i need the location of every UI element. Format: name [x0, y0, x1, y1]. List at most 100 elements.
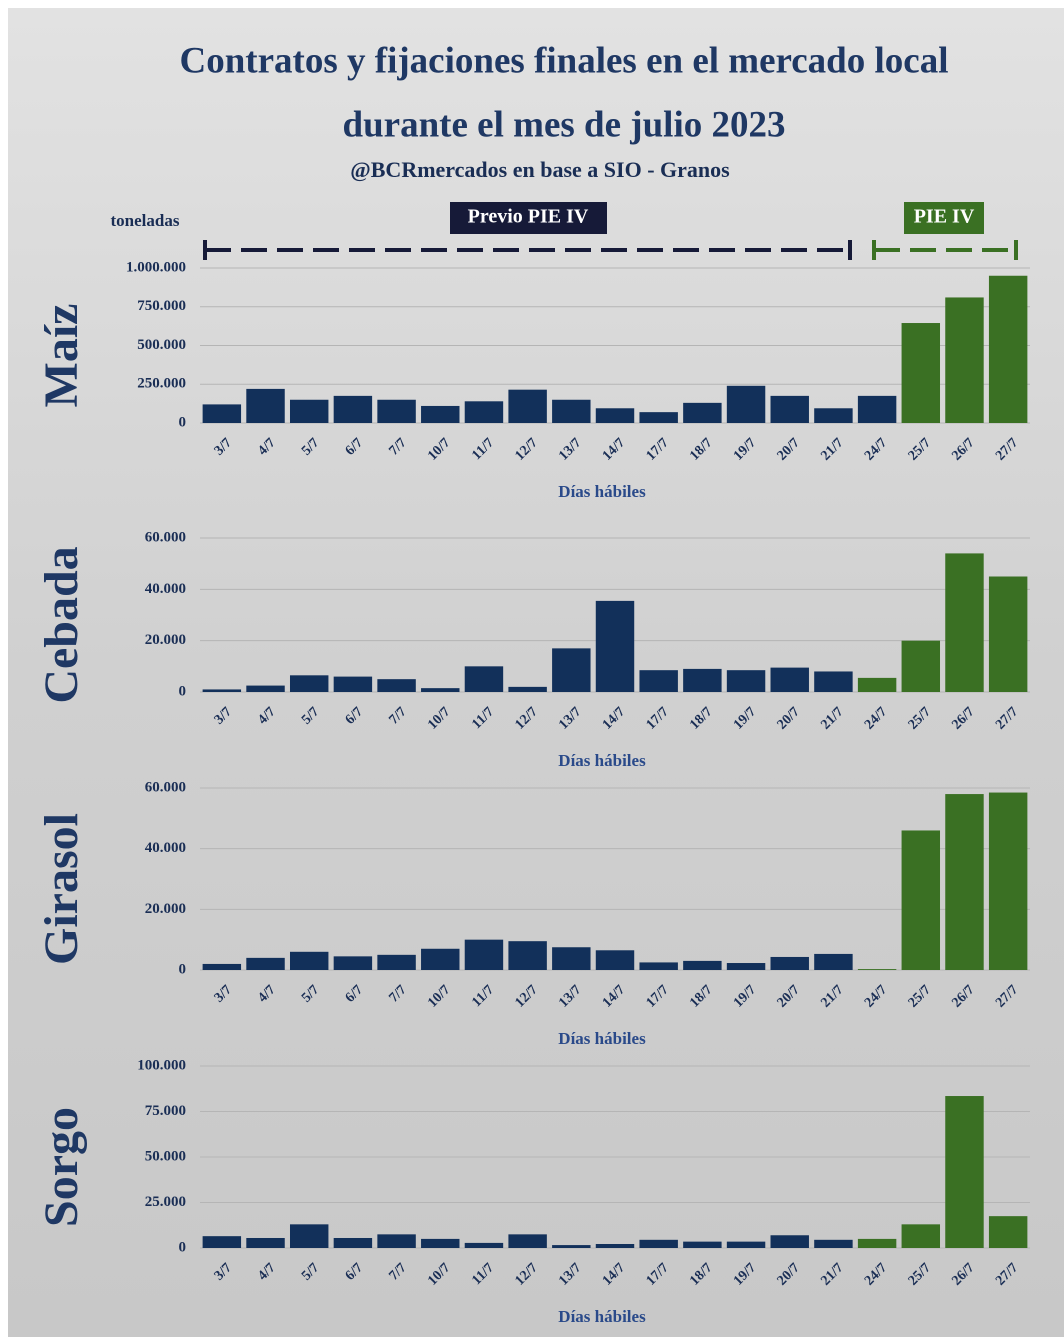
bar	[901, 830, 941, 970]
title-line: durante el mes de julio 2023	[343, 104, 786, 145]
bar	[901, 640, 941, 692]
bar	[857, 395, 897, 423]
y-tick-label: 40.000	[145, 581, 186, 597]
y-tick-label: 500.000	[137, 337, 186, 353]
panel-label: Sorgo	[35, 1107, 88, 1227]
bar	[814, 671, 853, 692]
unit-label: toneladas	[111, 211, 180, 230]
bar	[857, 1238, 897, 1248]
y-tick-label: 0	[179, 683, 187, 699]
bar	[508, 686, 547, 692]
phase-label: Previo PIE IV	[468, 206, 589, 228]
bar	[639, 1239, 678, 1248]
bar	[246, 957, 285, 970]
bar	[202, 689, 242, 692]
bar	[639, 412, 678, 423]
y-tick-label: 60.000	[145, 529, 186, 545]
y-tick-label: 50.000	[145, 1148, 186, 1164]
bar	[945, 1096, 984, 1248]
phase-box	[904, 202, 984, 234]
y-tick-label: 250.000	[137, 376, 186, 392]
y-tick-label: 1.000.000	[126, 259, 186, 275]
y-tick-label: 0	[179, 414, 187, 430]
bar	[857, 969, 897, 970]
bar	[770, 1235, 809, 1248]
bar	[770, 667, 809, 692]
y-tick-label: 60.000	[145, 779, 186, 795]
bar	[246, 1237, 285, 1248]
bar	[421, 688, 460, 692]
bar	[595, 408, 635, 423]
y-tick-label: 0	[179, 1239, 187, 1255]
bar	[377, 1234, 416, 1248]
bar	[988, 792, 1028, 970]
bar	[464, 939, 504, 970]
bar	[945, 553, 984, 692]
bar	[377, 399, 416, 423]
panel-label: Maíz	[35, 304, 88, 408]
bar	[377, 954, 416, 970]
y-tick-label: 75.000	[145, 1103, 186, 1119]
bar	[595, 950, 635, 970]
bar	[421, 405, 460, 423]
bar	[988, 275, 1028, 423]
subtitle: @BCRmercados en base a SIO - Granos	[350, 157, 730, 182]
bar	[595, 600, 635, 692]
bar	[333, 956, 373, 970]
bar	[683, 1241, 722, 1248]
bar	[464, 401, 504, 423]
bar	[683, 960, 722, 970]
bar	[246, 388, 285, 423]
x-axis-label: Días hábiles	[558, 1307, 646, 1326]
bar	[552, 1245, 591, 1248]
bar	[377, 679, 416, 692]
bar	[901, 1224, 941, 1248]
bar	[508, 1234, 547, 1248]
bar	[552, 648, 591, 692]
phase-label: PIE IV	[914, 206, 975, 228]
bar	[289, 1224, 329, 1248]
bar	[289, 675, 329, 692]
x-axis-label: Días hábiles	[558, 482, 646, 501]
bar	[726, 670, 766, 692]
bar	[202, 963, 242, 970]
bar	[988, 1216, 1028, 1248]
bar	[639, 670, 678, 692]
y-tick-label: 20.000	[145, 632, 186, 648]
bar	[333, 395, 373, 423]
bar	[683, 668, 722, 692]
bar	[814, 953, 853, 970]
bar	[726, 1241, 766, 1248]
bar	[988, 576, 1028, 692]
bar	[857, 677, 897, 692]
bracket	[203, 240, 852, 260]
bar	[901, 323, 941, 423]
bar	[726, 385, 766, 423]
bar	[639, 962, 678, 970]
bar	[333, 676, 373, 692]
bar	[246, 685, 285, 692]
panel-label: Girasol	[35, 813, 88, 965]
bar	[683, 402, 722, 423]
bar	[464, 666, 504, 692]
x-axis-label: Días hábiles	[558, 751, 646, 770]
bar	[421, 948, 460, 970]
bar	[464, 1242, 504, 1248]
bar	[945, 297, 984, 423]
phase-box	[450, 202, 607, 234]
y-tick-label: 0	[179, 961, 187, 977]
bar	[726, 963, 766, 970]
y-tick-label: 25.000	[145, 1194, 186, 1210]
bar	[770, 956, 809, 970]
bar	[552, 399, 591, 423]
bar	[333, 1237, 373, 1248]
bar	[202, 404, 242, 423]
bracket	[872, 240, 1018, 260]
title-line: Contratos y fijaciones finales en el mer…	[180, 40, 949, 81]
panel-label: Cebada	[35, 546, 88, 703]
bar	[770, 395, 809, 423]
y-tick-label: 40.000	[145, 840, 186, 856]
y-tick-label: 20.000	[145, 901, 186, 917]
bar	[508, 389, 547, 423]
